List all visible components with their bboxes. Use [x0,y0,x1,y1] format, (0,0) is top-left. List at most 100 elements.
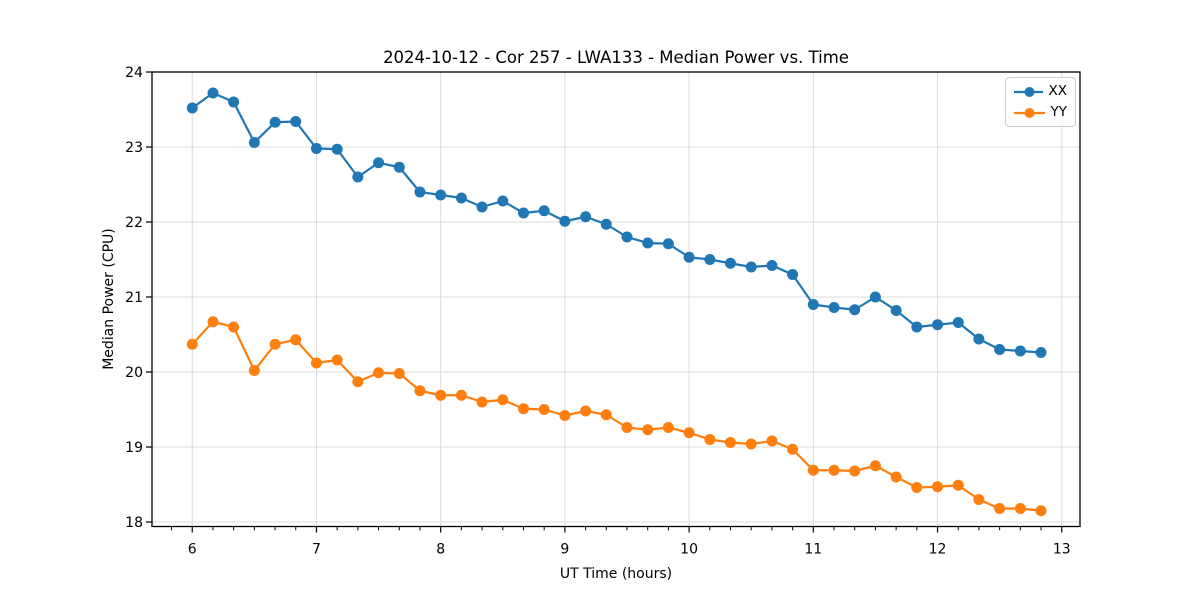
data-point-xx [869,291,881,303]
x-tick-label: 11 [804,542,822,558]
data-point-yy [435,389,447,401]
data-point-xx [435,189,447,201]
axis-ticks [146,71,1063,533]
data-point-xx [890,305,902,316]
line-marker-icon [1014,86,1043,97]
legend-label-yy: YY [1050,103,1068,120]
data-point-yy [290,334,302,346]
data-point-yy [766,435,778,447]
data-point-xx [1035,347,1047,358]
data-point-yy [745,438,757,450]
data-point-yy [621,422,633,433]
data-point-yy [518,403,530,415]
data-point-yy [580,405,592,417]
data-point-yy [911,482,923,493]
y-tick-label: 24 [125,65,143,81]
legend: XX YY [1005,77,1076,127]
chart-title: 2024-10-12 - Cor 257 - LWA133 - Median P… [383,48,849,67]
data-point-xx [455,192,467,204]
legend-label-xx: XX [1048,82,1068,99]
data-point-yy [600,409,612,421]
y-tick-label: 20 [125,365,143,381]
data-point-xx [290,116,302,127]
series-line-xx [191,91,1043,354]
data-point-xx [476,201,488,213]
data-point-yy [414,385,426,397]
data-point-yy [310,357,322,369]
legend-row-yy: YY [1013,103,1067,122]
data-point-xx [911,321,923,333]
data-point-yy [228,321,240,333]
y-tick-label: 18 [125,515,143,531]
data-point-xx [621,231,633,243]
data-point-xx [952,317,964,328]
data-point-xx [228,96,240,108]
data-point-yy [352,376,364,388]
data-point-yy [973,494,985,505]
data-point-xx [538,205,550,217]
legend-row-xx: XX [1013,82,1067,101]
x-tick-label: 10 [680,542,698,558]
data-point-xx [766,260,778,271]
data-point-yy [269,338,281,350]
data-point-xx [683,251,695,263]
x-axis-label: UT Time (hours) [560,566,672,582]
y-tick-label: 21 [125,290,143,306]
line-marker-icon [1014,107,1045,118]
data-point-yy [724,437,736,448]
data-point-xx [787,269,799,280]
series-lines [186,87,1047,517]
x-tick-label: 12 [929,542,947,558]
data-point-xx [310,143,322,154]
gridlines [152,71,1080,527]
data-point-yy [373,367,385,379]
x-tick-label: 6 [188,542,197,558]
data-point-yy [497,394,509,406]
data-point-xx [849,304,861,316]
data-point-yy [952,479,964,491]
data-point-xx [1014,345,1026,357]
y-tick-label: 22 [125,215,143,231]
y-tick-label: 19 [125,440,143,456]
data-point-xx [352,171,364,183]
data-point-yy [559,410,571,421]
data-point-xx [580,211,592,223]
data-point-yy [538,404,550,415]
y-tick-label: 23 [125,140,143,156]
data-point-xx [704,254,716,265]
data-point-xx [248,137,260,148]
data-point-xx [642,237,654,249]
data-point-xx [559,215,571,227]
data-point-yy [787,443,799,455]
data-point-yy [869,460,881,472]
data-point-yy [1035,505,1047,517]
data-point-xx [414,186,426,198]
plot-border [151,71,1081,528]
data-point-xx [662,238,674,250]
data-point-xx [932,319,944,331]
x-tick-label: 13 [1053,542,1071,558]
data-point-xx [373,157,385,169]
x-tick-label: 7 [312,542,321,558]
data-point-yy [890,471,902,483]
data-point-xx [518,207,530,219]
data-point-yy [455,389,467,401]
data-point-yy [683,427,695,439]
data-point-yy [207,316,219,328]
data-point-yy [331,354,343,366]
data-point-xx [724,257,736,269]
data-point-yy [186,338,198,350]
data-point-xx [600,218,612,230]
tick-labels: 6 7 8 9 10 11 12 13 18 19 20 21 22 23 24 [125,65,1070,558]
data-point-yy [642,424,654,436]
data-point-xx [186,102,198,114]
series-line-yy [191,320,1043,512]
data-point-yy [994,503,1006,514]
data-point-xx [828,302,840,313]
data-point-yy [828,464,840,476]
data-point-yy [662,422,674,433]
data-point-xx [393,161,405,173]
data-point-yy [476,396,488,408]
